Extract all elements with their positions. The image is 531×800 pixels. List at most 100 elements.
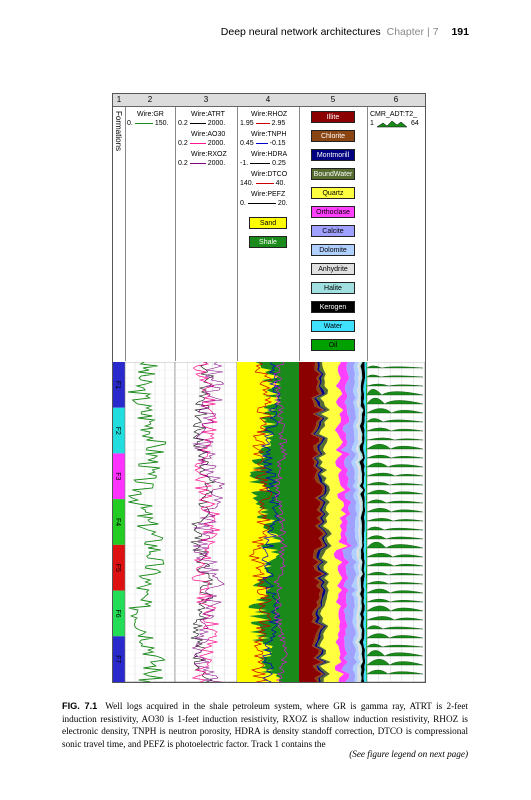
legend-quartz: Quartz: [311, 187, 355, 199]
caption-text: Well logs acquired in the shale petroleu…: [62, 701, 468, 749]
t2-curve-name: CMR_ADT:T2_: [370, 111, 418, 118]
mineral-fill-orthoclase: [333, 362, 353, 682]
running-head-title: Deep neural network architectures: [220, 26, 381, 38]
mineral-fill-kerogen: [359, 362, 366, 682]
pefz-line-swatch: [247, 202, 276, 204]
gr-curve-name: Wire:GR: [137, 111, 164, 118]
tnph-line-swatch: [255, 142, 268, 144]
t2-spectrum: [366, 535, 424, 540]
rxoz-min: 0.2: [178, 160, 188, 167]
ao30-max: 2000.: [207, 140, 226, 147]
t2-spectrum: [366, 443, 424, 450]
legend-illite: Illite: [311, 111, 355, 123]
sand-fill-swatch: Sand: [249, 217, 287, 229]
t2-spectrum: [366, 571, 424, 576]
t2-spectrum: [366, 454, 424, 459]
track4-header: Wire:RHOZ 1.95 2.95 Wire:TNPH 0.45 -0.15 W…: [237, 107, 300, 361]
track6-header: CMR_ADT:T2_ 1 64: [367, 107, 424, 361]
gr-scale: 0. 150.: [127, 120, 168, 128]
mineral-fill-montmorill: [313, 362, 328, 682]
formation-label: F1: [114, 381, 121, 389]
figure-caption: FIG. 7.1 Well logs acquired in the shale …: [62, 700, 468, 750]
formation-label: F6: [114, 609, 121, 617]
pefz-max: 20.: [277, 200, 288, 207]
t2-spectrum: [366, 365, 424, 369]
t2-spectrum: [366, 427, 424, 432]
shale-fill-swatch: Shale: [249, 236, 287, 248]
formation-label: F7: [114, 655, 121, 663]
formation-label: F3: [114, 472, 121, 480]
track2-header: Wire:GR 0. 150.: [125, 107, 176, 361]
tnph-scale: 0.45 -0.15: [240, 140, 286, 148]
rxoz-line-swatch: [189, 162, 206, 164]
legend-water: Water: [311, 320, 355, 332]
formation-f3: [113, 453, 125, 500]
track-number-1: 1: [116, 95, 122, 104]
gr-min: 0.: [127, 120, 133, 127]
formation-f5: [113, 544, 125, 591]
t2-spectrum: [366, 605, 424, 612]
hdra-min: -1.: [240, 160, 249, 167]
formation-f2: [113, 407, 125, 454]
formations-header: Formations: [113, 107, 126, 361]
t2-max-label: 64: [411, 120, 419, 127]
ao30-curve: [191, 362, 221, 682]
rxoz-curve-name: Wire:RXOZ: [191, 151, 227, 158]
t2-spectrum: [366, 418, 424, 423]
track-number-row: 1 2 3 4 5 6: [113, 94, 425, 107]
legend-calcite: Calcite: [311, 225, 355, 237]
formation-f4: [113, 499, 125, 545]
chapter-number: 7: [432, 26, 439, 38]
t2-spectrum: [366, 552, 424, 558]
t2-spectrum: [366, 518, 424, 522]
track-number-4: 4: [265, 95, 271, 104]
t2-spectrum: [366, 625, 424, 630]
t2-spectrum: [366, 437, 424, 441]
gr-curve: [127, 362, 167, 682]
t2-spectrum: [366, 658, 424, 666]
dtco-max: 40.: [275, 180, 286, 187]
rhoz-min: 1.95: [240, 120, 254, 127]
formation-label: F2: [114, 427, 121, 435]
ao30-min: 0.2: [178, 140, 188, 147]
ao30-scale: 0.2 2000.: [178, 140, 225, 148]
tnph-min: 0.45: [240, 140, 254, 147]
sand-fill: [237, 362, 282, 682]
hdra-curve-name: Wire:HDRA: [251, 151, 288, 158]
hdra-scale: -1. 0.25: [240, 160, 286, 168]
page-number: 191: [451, 26, 469, 38]
legend-orthoclase: Orthoclase: [311, 206, 355, 218]
t2-spectrum: [366, 472, 424, 477]
formations-label: Formations: [114, 111, 123, 152]
hdra-line-swatch: [250, 162, 271, 164]
atrt-min: 0.2: [178, 120, 188, 127]
t2-spectrum: [366, 489, 424, 495]
track-number-5: 5: [330, 95, 336, 104]
t2-spectrum: [366, 581, 424, 585]
mineral-fill-water: [363, 362, 367, 682]
mineral-fill-halite: [357, 362, 364, 682]
well-log-figure: 1 2 3 4 5 6 Formations Wire:GR 0. 150. Wi…: [112, 93, 426, 683]
t2-spectrum: [366, 499, 424, 504]
t2-spectrum: [366, 482, 424, 486]
legend-chlorite: Chlorite: [311, 130, 355, 142]
gr-line-swatch: [134, 122, 153, 124]
t2-spectrum: [366, 562, 424, 567]
running-head: Deep neural network architectures Chapte…: [221, 26, 469, 38]
mineral-fill-calcite: [340, 362, 358, 682]
rxoz-scale: 0.2 2000.: [178, 160, 225, 168]
t2-spectrum: [366, 650, 424, 657]
mineral-fill-anhydrite: [355, 362, 363, 682]
mineral-fill-dolomite: [351, 362, 361, 682]
atrt-curve-name: Wire:ATRT: [191, 111, 225, 118]
legend-boundwater: BoundWater: [311, 168, 355, 180]
pefz-scale: 0. 20.: [240, 200, 288, 208]
separator: |: [426, 26, 430, 38]
chapter-label: Chapter: [386, 26, 424, 38]
hdra-max: 0.25: [272, 160, 286, 167]
t2-spectrum: [366, 588, 424, 594]
mineral-fill-oil: [365, 362, 367, 682]
tnph-curve-name: Wire:TNPH: [251, 131, 287, 138]
t2-spectrum: [366, 616, 424, 621]
rhoz-scale: 1.95 2.95: [240, 120, 285, 128]
